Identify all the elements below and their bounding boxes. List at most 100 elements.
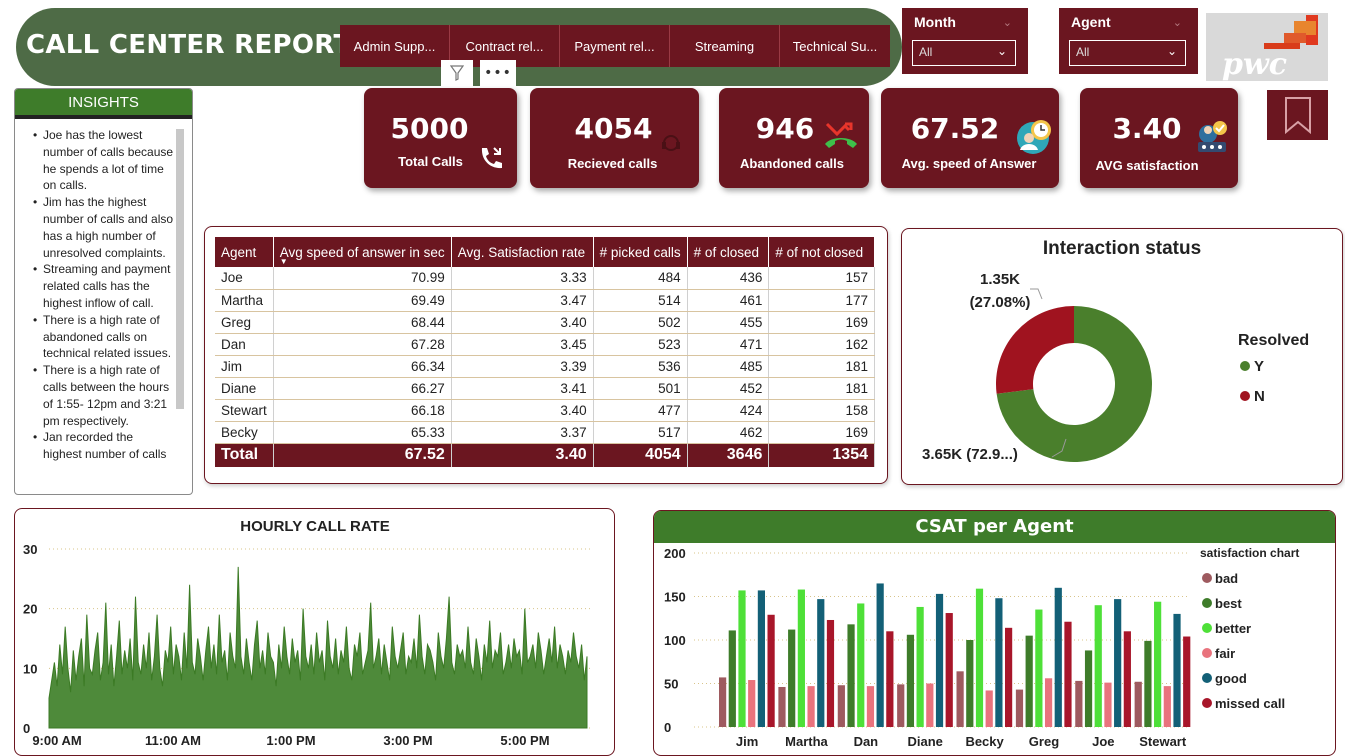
total-cell: 1354 [768,443,875,467]
table-cell: 169 [768,421,875,444]
area-series-calls [48,566,588,729]
table-row[interactable]: Martha 69.49 3.47 514 461 177 [215,289,875,312]
table-cell: 162 [768,333,875,356]
month-dropdown[interactable]: All ⌄ [912,40,1016,66]
agent-dropdown[interactable]: All ⌄ [1069,40,1186,66]
incoming-call-icon [476,144,506,180]
tab-technical-support[interactable]: Technical Su... [780,25,890,67]
bar-bad-Becky [956,671,964,727]
more-options-icon[interactable]: ••• [480,60,516,86]
bar-missed-call-Jim [767,614,775,727]
column-header[interactable]: # of closed [687,237,770,267]
legend-marker [1202,648,1212,658]
tab-streaming[interactable]: Streaming [670,25,780,67]
bar-fair-Becky [985,690,993,727]
table-cell: 462 [687,421,770,444]
column-header[interactable]: # of not closed [768,237,875,267]
month-slicer: Month ⌄ All ⌄ [902,8,1028,74]
bookmark-icon[interactable] [1267,90,1328,140]
bar-best-Becky [966,640,974,727]
category-tabs: Admin Supp... Contract rel... Payment re… [340,25,890,67]
donut-slice-N [996,306,1074,394]
bar-good-Joe [1114,599,1122,727]
bar-bad-Dan [837,685,845,727]
kpi-total-calls: 5000 Total Calls [364,88,517,188]
legend-marker [1240,361,1250,371]
pwc-logo: pwc [1206,13,1328,82]
chart-title: HOURLY CALL RATE [240,518,389,535]
column-header-sorted[interactable]: Avg speed of answer in sec ▼ [273,237,452,267]
filter-icon[interactable] [441,60,473,86]
table-cell: 455 [687,311,770,334]
bar-better-Greg [1035,609,1043,727]
y-tick-label: 200 [664,546,686,561]
bar-missed-call-Diane [945,613,953,727]
bar-fair-Stewart [1163,686,1171,727]
tab-payment-related[interactable]: Payment rel... [560,25,670,67]
column-header[interactable]: Avg. Satisfaction rate [451,237,594,267]
insights-panel: INSIGHTS Joe has the lowest number of ca… [14,88,193,495]
column-header[interactable]: Agent [215,237,274,267]
clock-agent-icon [1015,116,1055,162]
table-row[interactable]: Diane 66.27 3.41 501 452 181 [215,377,875,400]
table-cell: 158 [768,399,875,422]
table-cell: 66.34 [273,355,452,378]
kpi-caption: Total Calls [398,154,463,169]
table-row[interactable]: Becky 65.33 3.37 517 462 169 [215,421,875,444]
hourly-call-rate-chart: HOURLY CALL RATE 0 10 20 30 9:00 AM 11:00 AM 1:… [23,518,593,748]
legend-label: N [1254,388,1265,405]
data-label: (27.08%) [970,294,1031,311]
list-item: Jim has the highest number of calls and … [33,194,174,261]
x-tick-label: Martha [785,734,828,749]
kpi-received-calls: 4054 Recieved calls [530,88,699,188]
legend-marker [1202,698,1212,708]
bar-fair-Martha [807,686,815,727]
bar-missed-call-Greg [1064,621,1072,727]
interaction-status-chart: Interaction status 1.35K (27.08%) 3.65K (72… [922,238,1309,463]
bar-best-Diane [906,634,915,727]
bar-good-Stewart [1173,613,1181,727]
bar-better-Diane [916,606,924,727]
insights-scrollbar[interactable] [176,129,184,409]
agent-name-cell: Dan [215,333,274,356]
tab-admin-support[interactable]: Admin Supp... [340,25,450,67]
x-tick-label: Stewart [1139,734,1187,749]
missed-call-icon [823,118,859,156]
x-tick-label: 3:00 PM [383,733,432,748]
chevron-down-icon[interactable]: ⌄ [1002,16,1012,29]
x-tick-label: 1:00 PM [266,733,315,748]
y-tick-label: 30 [23,542,37,557]
bar-good-Martha [817,599,825,727]
column-header[interactable]: # picked calls [593,237,688,267]
chart-title: Interaction status [1043,238,1201,259]
table-cell: 514 [593,289,688,312]
table-row[interactable]: Joe 70.99 3.33 484 436 157 [215,267,875,290]
x-tick-label: 5:00 PM [500,733,549,748]
legend-marker [1202,623,1212,633]
bar-good-Dan [876,583,884,727]
bar-good-Greg [1054,587,1062,727]
table-cell: 157 [768,267,875,290]
table-cell: 181 [768,377,875,400]
chevron-down-icon[interactable]: ⌄ [1172,16,1182,29]
insights-title: INSIGHTS [15,89,192,119]
table-row[interactable]: Dan 67.28 3.45 523 471 162 [215,333,875,356]
table-cell: 3.41 [451,377,594,400]
table-row[interactable]: Greg 68.44 3.40 502 455 169 [215,311,875,334]
bar-best-Joe [1084,650,1093,727]
agent-name-cell: Diane [215,377,274,400]
table-cell: 69.49 [273,289,452,312]
legend-marker [1202,598,1212,608]
table-cell: 177 [768,289,875,312]
bar-best-Greg [1025,635,1033,727]
table-cell: 484 [593,267,688,290]
chevron-down-icon: ⌄ [1166,44,1177,58]
total-cell: Total [215,443,274,467]
table-cell: 517 [593,421,688,444]
table-cell: 68.44 [273,311,452,334]
table-cell: 471 [687,333,770,356]
table-row[interactable]: Stewart 66.18 3.40 477 424 158 [215,399,875,422]
table-row[interactable]: Jim 66.34 3.39 536 485 181 [215,355,875,378]
table-cell: 67.28 [273,333,452,356]
x-tick-label: Dan [854,734,879,749]
